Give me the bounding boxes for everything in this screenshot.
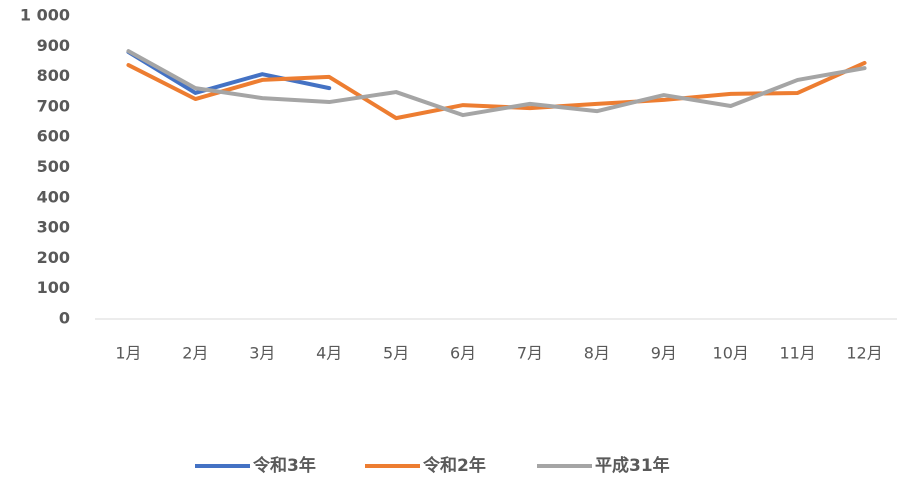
y-tick-label: 600 [37,127,70,146]
series-line [126,60,867,121]
series-line [126,49,867,118]
x-tick-label: 12月 [846,344,882,363]
x-tick-label: 6月 [450,344,476,363]
x-tick-label: 10月 [713,344,749,363]
x-tick-label: 3月 [249,344,275,363]
x-tick-label: 5月 [383,344,409,363]
legend-label: 令和2年 [423,455,486,476]
y-tick-label: 300 [37,218,70,237]
y-tick-label: 200 [37,248,70,267]
y-tick-label: 900 [37,36,70,55]
x-tick-label: 9月 [651,344,677,363]
x-tick-label: 2月 [182,344,208,363]
x-tick-label: 11月 [779,344,815,363]
y-tick-label: 400 [37,187,70,206]
y-tick-label: 100 [37,278,70,297]
x-tick-label: 7月 [517,344,543,363]
x-tick-label: 8月 [584,344,610,363]
y-tick-label: 800 [37,66,70,85]
y-tick-label: 700 [37,96,70,115]
x-tick-label: 1月 [115,344,141,363]
series-line [126,50,332,95]
legend-label: 平成31年 [595,455,670,476]
y-tick-label: 1 000 [20,6,70,25]
legend-label: 令和3年 [253,455,316,476]
y-tick-label: 500 [37,157,70,176]
y-tick-label: 0 [59,309,70,328]
x-tick-label: 4月 [316,344,342,363]
